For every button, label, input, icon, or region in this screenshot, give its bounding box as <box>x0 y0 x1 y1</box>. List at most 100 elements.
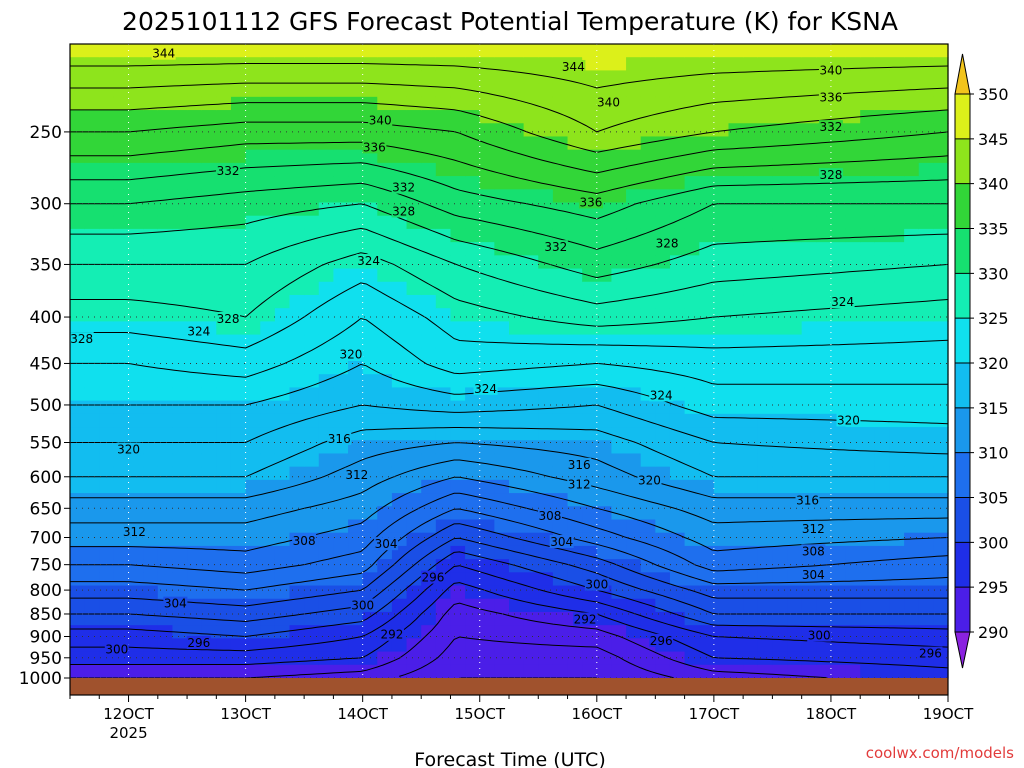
field-cell <box>435 96 452 111</box>
field-cell <box>830 308 847 322</box>
field-cell <box>333 374 349 389</box>
field-cell <box>479 294 495 309</box>
field-cell <box>318 189 334 204</box>
field-cell <box>509 70 525 85</box>
field-cell <box>655 532 671 547</box>
field-cell <box>816 479 832 494</box>
field-cell <box>640 347 656 362</box>
field-cell <box>128 110 144 124</box>
field-cell <box>216 255 232 270</box>
field-cell <box>860 321 876 336</box>
field-cell <box>362 374 378 389</box>
field-cell <box>918 559 934 573</box>
field-cell <box>611 493 627 507</box>
field-cell <box>70 110 86 124</box>
field-cell <box>552 149 569 164</box>
field-cell <box>348 440 364 455</box>
field-cell <box>845 281 861 296</box>
field-cell <box>406 110 422 124</box>
field-cell <box>655 268 671 283</box>
field-cell <box>157 545 174 560</box>
field-cell <box>933 545 949 560</box>
field-cell <box>933 427 949 441</box>
field-cell <box>611 242 627 256</box>
field-cell <box>99 176 115 190</box>
field-cell <box>143 466 159 481</box>
field-cell <box>509 585 525 600</box>
contour-label-bg <box>338 347 363 361</box>
field-cell <box>640 361 656 375</box>
field-cell <box>772 479 788 494</box>
field-cell <box>772 228 788 243</box>
field-cell <box>377 427 393 441</box>
field-cell <box>874 149 891 164</box>
field-cell <box>406 215 422 230</box>
field-cell <box>787 611 803 626</box>
field-cell <box>860 308 876 322</box>
field-cell <box>465 57 481 72</box>
field-cell <box>538 83 554 98</box>
field-cell <box>801 479 817 494</box>
field-cell <box>274 70 291 85</box>
field-cell <box>494 96 510 111</box>
field-cell <box>391 294 408 309</box>
field-cell <box>479 176 495 190</box>
field-cell <box>757 625 773 639</box>
field-cell <box>128 228 144 243</box>
contour-label: 300 <box>808 629 831 643</box>
contour-label: 328 <box>819 168 842 182</box>
field-cell <box>391 638 408 653</box>
field-cell <box>596 466 613 481</box>
y-tick-label: 600 <box>30 468 62 488</box>
field-cell <box>421 308 437 322</box>
field-cell <box>362 202 378 217</box>
field-cell <box>304 413 320 428</box>
field-cell <box>655 96 671 111</box>
field-cell <box>128 347 144 362</box>
field-cell <box>713 57 730 72</box>
field-cell <box>801 149 817 164</box>
field-cell <box>669 493 686 507</box>
field-cell <box>201 123 217 138</box>
field-cell <box>567 268 583 283</box>
field-cell <box>626 664 642 679</box>
field-cell <box>874 110 891 124</box>
field-cell <box>289 255 305 270</box>
field-cell <box>391 479 408 494</box>
field-cell <box>860 532 876 547</box>
field-cell <box>684 651 700 666</box>
field-cell <box>128 625 144 639</box>
field-cell <box>655 136 671 151</box>
field-cell <box>509 611 525 626</box>
field-cell <box>582 321 598 336</box>
field-cell <box>830 625 847 639</box>
field-cell <box>728 136 744 151</box>
field-cell <box>567 506 583 521</box>
field-cell <box>757 136 773 151</box>
field-cell <box>318 162 334 177</box>
field-cell <box>274 268 291 283</box>
field-cell <box>318 308 334 322</box>
colorbar-tick-label: 340 <box>978 175 1009 194</box>
field-cell <box>611 361 627 375</box>
field-cell <box>157 453 174 468</box>
field-cell <box>333 70 349 85</box>
contour-label-bg <box>836 413 861 427</box>
contour-label-bg <box>104 642 129 656</box>
field-cell <box>245 281 261 296</box>
contour-label: 320 <box>117 443 140 457</box>
field-cell <box>538 334 554 349</box>
field-cell <box>640 321 656 336</box>
field-cell <box>421 334 437 349</box>
field-cell <box>289 400 305 415</box>
field-cell <box>787 466 803 481</box>
field-cell <box>465 162 481 177</box>
field-cell <box>318 70 334 85</box>
field-cell <box>479 545 495 560</box>
y-tick-label: 750 <box>30 556 62 576</box>
field-cell <box>450 638 466 653</box>
field-cell <box>260 202 276 217</box>
field-cell <box>172 162 188 177</box>
field-cell <box>801 189 817 204</box>
field-cell <box>845 611 861 626</box>
